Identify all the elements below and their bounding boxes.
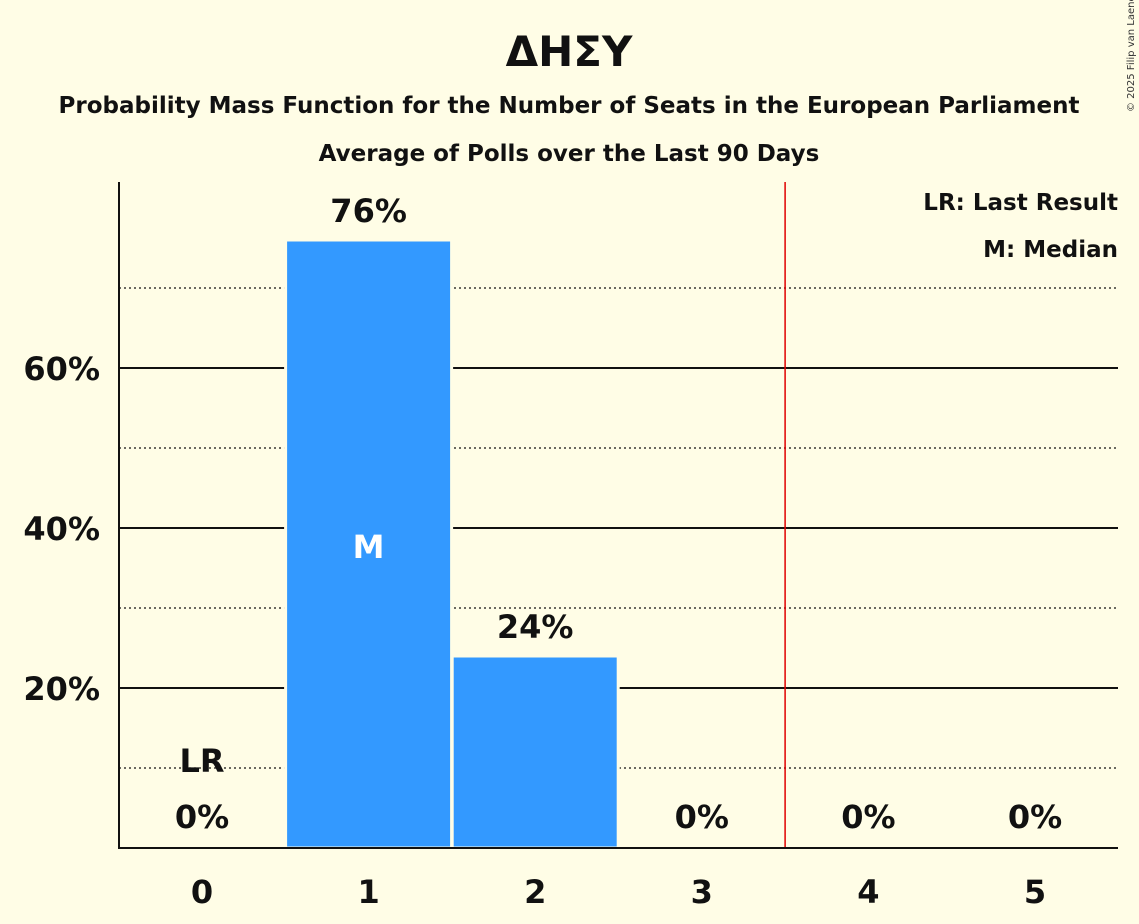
chart-title: ΔΗΣΥ (506, 27, 633, 76)
x-tick-label: 1 (357, 873, 379, 911)
value-label: 0% (175, 798, 229, 836)
x-tick-label: 2 (524, 873, 546, 911)
y-tick-label: 20% (23, 670, 100, 708)
median-marker: M (353, 528, 385, 566)
bar (450, 654, 620, 850)
chart-subtitle: Probability Mass Function for the Number… (59, 93, 1080, 119)
value-label: 0% (1008, 798, 1062, 836)
last-result-marker: LR (179, 742, 224, 780)
y-tick-label: 40% (23, 510, 100, 548)
value-label: 0% (675, 798, 729, 836)
value-label: 24% (497, 608, 574, 646)
legend-median: M: Median (983, 237, 1118, 263)
value-label: 76% (330, 192, 407, 230)
bar (284, 238, 454, 850)
chart-subtitle-2: Average of Polls over the Last 90 Days (319, 141, 820, 167)
x-tick-label: 4 (857, 873, 879, 911)
y-tick-label: 60% (23, 350, 100, 388)
legend-last-result: LR: Last Result (923, 190, 1118, 216)
x-tick-label: 0 (191, 873, 213, 911)
copyright: © 2025 Filip van Laenen (1126, 0, 1137, 112)
x-tick-label: 3 (691, 873, 713, 911)
x-tick-label: 5 (1024, 873, 1046, 911)
value-label: 0% (841, 798, 895, 836)
